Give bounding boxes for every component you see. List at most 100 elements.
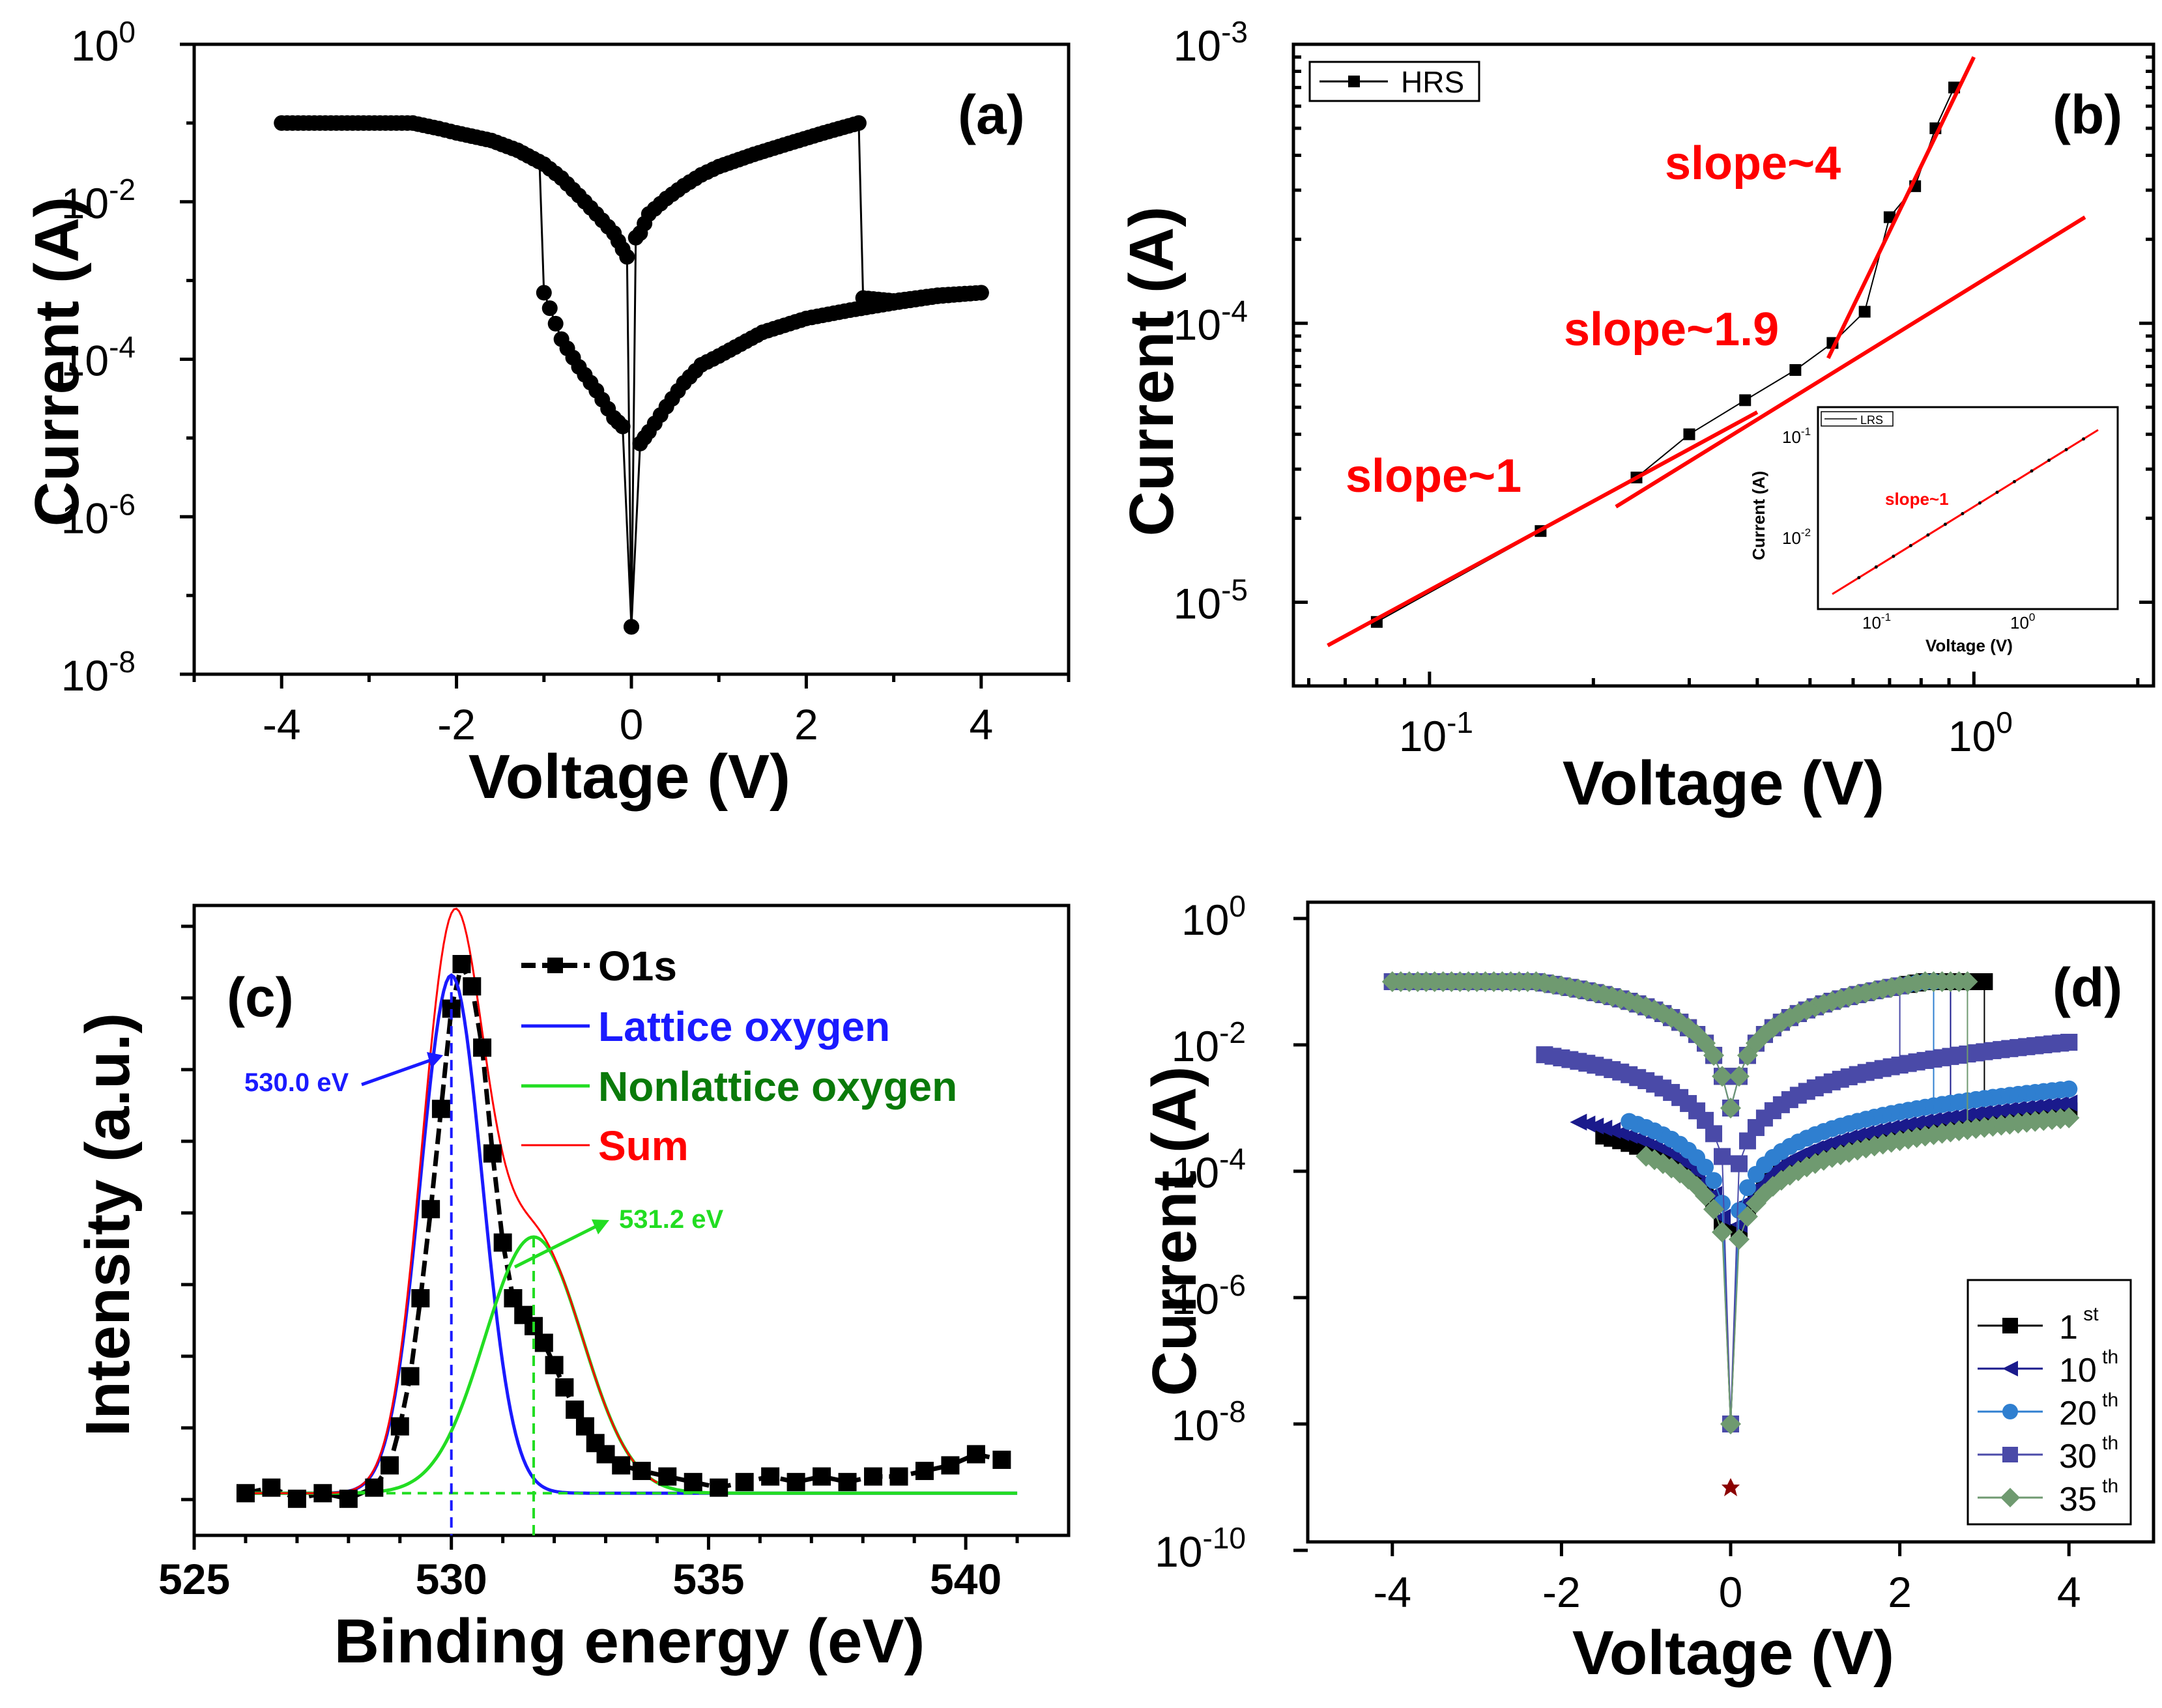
c-o1s-point-4	[339, 1489, 358, 1508]
inset-legend-label: LRS	[1860, 414, 1883, 427]
c-xtick-label-2: 535	[672, 1555, 744, 1603]
d-legend-marker-2	[2002, 1404, 2018, 1419]
d-legend-marker-1	[2002, 1361, 2018, 1376]
d-legend-label-0: 1 st	[2059, 1303, 2099, 1346]
d-point-4	[1745, 1192, 1766, 1214]
panel-a-label: (a)	[958, 84, 1025, 145]
d-point-4	[1712, 1221, 1733, 1243]
legend-o1s-marker	[547, 958, 563, 973]
inset-slope-note: slope~1	[1885, 489, 1949, 509]
d-point-4	[1737, 1206, 1758, 1227]
c-o1s-point-17	[493, 1233, 512, 1252]
inset-point	[1926, 533, 1930, 537]
inset-point	[1961, 512, 1965, 516]
b-xtick-label-1: 100	[1948, 705, 2013, 760]
inset-point	[2064, 448, 2068, 451]
inset-xtick-1: 10-1	[1862, 611, 1891, 633]
d-point-4	[1712, 1066, 1733, 1087]
b-ytick-label-2: 10-5	[1174, 573, 1248, 628]
d-point-4	[1720, 1098, 1741, 1118]
panel-b-label: (b)	[2053, 84, 2122, 145]
c-nonlattice-curve	[245, 1235, 1018, 1495]
panel-d-series	[1381, 971, 2080, 1496]
d-legend-marker-4	[2000, 1488, 2020, 1507]
c-o1s-point-41	[941, 1456, 960, 1475]
panel-b-fit-lines	[1327, 56, 2086, 648]
panel-b-ylabel: Current (A)	[1117, 206, 1187, 537]
annotation-531-arrowhead	[592, 1219, 609, 1234]
c-o1s-point-23	[555, 1378, 574, 1397]
c-o1s-point-9	[411, 1289, 430, 1307]
b-fit-line-0	[1327, 410, 1759, 648]
d-point-2	[1747, 1165, 1765, 1183]
panel-c-frame	[192, 904, 1071, 1537]
annotation-530-arrow	[361, 1057, 436, 1087]
legend-o1s-label: O1s	[598, 943, 677, 989]
panel-d-ticks: -4 -2 0 2 4 100 10-2 10-4 10-6 10-8 10-10	[1155, 889, 2081, 1616]
panel-a: -4 -2 0 2 4 100 10-2 10-4 10-6 10-8 (a) Voltage (…	[22, 15, 1071, 812]
d-point-1	[1570, 1113, 1587, 1131]
c-o1s-point-6	[380, 1456, 399, 1475]
c-o1s-point-2	[287, 1489, 306, 1508]
c-o1s-point-15	[473, 1038, 492, 1057]
panel-c: 525 530 535 540 (c) O1s Lattice oxygen Nonl…	[73, 904, 1071, 1676]
a-xtick-label-3: 2	[794, 700, 818, 748]
a-point	[850, 115, 867, 131]
panel-d-ylabel: Current (A)	[1140, 1066, 1209, 1397]
inset-xlabel: Voltage (V)	[1925, 636, 2013, 655]
b-fit-line-1	[1615, 215, 2086, 509]
d-point-3	[1738, 1132, 1756, 1150]
a-xtick-label-4: 4	[969, 700, 993, 748]
c-o1s-point-1	[262, 1478, 281, 1497]
b-point-5	[1789, 363, 1802, 376]
d-xtick-label-4: 4	[2057, 1568, 2081, 1616]
inset-point	[1943, 522, 1947, 526]
b-fit-line-2	[1826, 56, 1976, 360]
d-ytick-label-2: 10-4	[1172, 1142, 1246, 1197]
inset-ytick-2: 10-2	[1782, 526, 1811, 548]
d-point-4	[1636, 1146, 1657, 1167]
annotation-531-arrow	[513, 1223, 601, 1269]
c-o1s-point-36	[813, 1467, 831, 1486]
panel-a-ylabel: Current (A)	[22, 197, 92, 527]
c-o1s-point-29	[632, 1462, 651, 1481]
d-ytick-label-0: 100	[1181, 889, 1246, 944]
c-o1s-point-35	[786, 1473, 805, 1492]
b-ytick-label-0: 10-3	[1174, 15, 1248, 70]
c-o1s-point-38	[864, 1467, 883, 1486]
d-ytick-label-1: 10-2	[1172, 1016, 1246, 1070]
a-point	[624, 619, 639, 635]
d-point-2	[1621, 1113, 1638, 1130]
d-star-marker	[1722, 1478, 1740, 1496]
panel-c-label: (c)	[227, 967, 294, 1028]
c-o1s-point-22	[545, 1356, 564, 1374]
panel-c-series	[236, 907, 1018, 1535]
d-point-4	[1720, 1414, 1741, 1434]
inset-ylabel: Current (A)	[1749, 471, 1768, 560]
c-o1s-point-32	[710, 1478, 728, 1497]
inset-frame	[1817, 406, 2119, 610]
inset-point	[1857, 576, 1861, 580]
c-o1s-point-34	[761, 1467, 780, 1486]
c-o1s-point-11	[431, 1100, 450, 1118]
panel-b: 10-1 100 10-3 10-4 10-5 HRS (b) slope~4 slop…	[1117, 15, 2155, 818]
fit-label-slope-1-9: slope~1.9	[1564, 304, 1779, 356]
a-series-line	[281, 121, 981, 627]
inset-point	[1995, 491, 1999, 494]
panel-d: -4 -2 0 2 4 100 10-2 10-4 10-6 10-8 10-10 (d) 1 st…	[1140, 889, 2155, 1688]
c-o1s-point-10	[422, 1200, 440, 1219]
c-xtick-label-1: 530	[416, 1555, 487, 1603]
a-ytick-label-2: 10-4	[61, 330, 136, 385]
c-o1s-point-30	[658, 1467, 677, 1486]
inset-point	[2047, 459, 2051, 463]
d-legend-label-4: 35 th	[2059, 1475, 2118, 1518]
d-xtick-label-1: -2	[1542, 1568, 1581, 1616]
c-o1s-point-18	[504, 1289, 523, 1307]
d-point-3	[1730, 1155, 1748, 1173]
panel-b-xlabel: Voltage (V)	[1563, 748, 1884, 818]
d-xtick-label-3: 2	[1888, 1568, 1912, 1616]
a-point	[541, 300, 558, 317]
inset-data-points	[1857, 437, 2086, 580]
a-point	[547, 315, 564, 332]
d-xtick-label-0: -4	[1373, 1568, 1411, 1616]
